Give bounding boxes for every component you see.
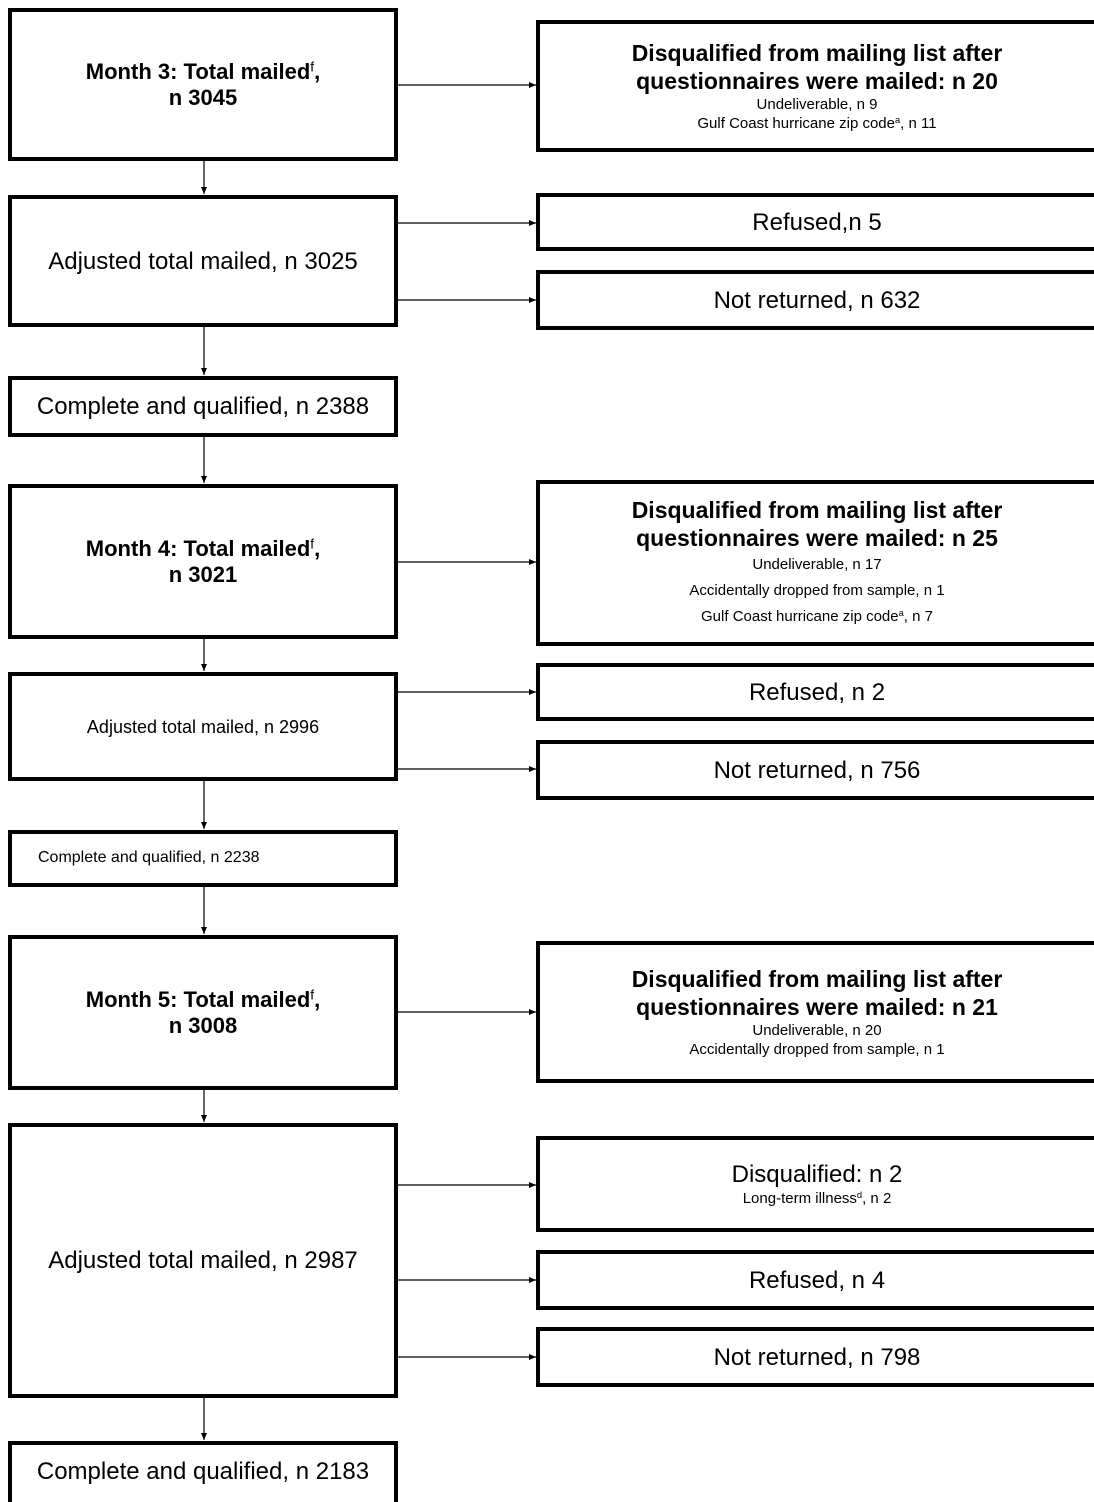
month5-refused-label: Refused, n 4 [748, 1266, 886, 1294]
month5-adjusted-label: Adjusted total mailed, n 2987 [48, 1247, 358, 1274]
month5-disq-title-2: questionnaires were mailed: n 21 [636, 994, 998, 1020]
month4-notreturned-box: Not returned, n 756 [536, 740, 1094, 800]
month4-adjusted-box: Adjusted total mailed, n 2996 [8, 672, 398, 781]
month3-total-label: Month 3: Total mailedf, n 3045 [85, 58, 321, 110]
month3-disq-undeliverable: Undeliverable, n 9 [756, 96, 878, 113]
month3-refused-label: Refused,n 5 [752, 208, 882, 236]
month3-refused-box: Refused,n 5 [536, 193, 1094, 251]
month4-total-box: Month 4: Total mailedf, n 3021 [8, 484, 398, 639]
month3-adjusted-box: Adjusted total mailed, n 3025 [8, 195, 398, 327]
month3-disqualified-box: Disqualified from mailing list after que… [536, 20, 1094, 152]
month5-adjusted-box: Adjusted total mailed, n 2987 [8, 1123, 398, 1398]
month3-disq-title-2: questionnaires were mailed: n 20 [636, 68, 998, 94]
month4-disq-undeliverable: Undeliverable, n 17 [752, 556, 882, 573]
month5-total-label: Month 5: Total mailedf, n 3008 [85, 986, 321, 1038]
month5-disqualified-illness: Long-term illnessd, n 2 [742, 1189, 892, 1207]
month4-adjusted-label: Adjusted total mailed, n 2996 [86, 716, 320, 737]
month4-refused-box: Refused, n 2 [536, 663, 1094, 721]
month5-notreturned-box: Not returned, n 798 [536, 1327, 1094, 1387]
month5-disqualified-box: Disqualified from mailing list after que… [536, 941, 1094, 1083]
month4-complete-label: Complete and qualified, n 2238 [38, 849, 260, 866]
month3-adjusted-label: Adjusted total mailed, n 3025 [48, 247, 358, 275]
month5-disqualified-title: Disqualified: n 2 [731, 1161, 903, 1188]
month5-refused-box: Refused, n 4 [536, 1250, 1094, 1310]
month5-disqualified-n-box: Disqualified: n 2 Long-term illnessd, n … [536, 1136, 1094, 1232]
month3-disq-hurricane: Gulf Coast hurricane zip codea, n 11 [697, 114, 937, 132]
month5-disq-title-1: Disqualified from mailing list after [631, 966, 1003, 992]
month5-complete-box: Complete and qualified, n 2183 [8, 1441, 398, 1502]
month4-complete-box: Complete and qualified, n 2238 [8, 830, 398, 887]
month3-total-box: Month 3: Total mailedf, n 3045 [8, 8, 398, 161]
month5-disq-undeliverable: Undeliverable, n 20 [752, 1022, 882, 1039]
month3-disq-title-1: Disqualified from mailing list after [631, 40, 1003, 66]
month4-refused-label: Refused, n 2 [748, 678, 886, 706]
month5-total-box: Month 5: Total mailedf, n 3008 [8, 935, 398, 1090]
month5-notreturned-label: Not returned, n 798 [713, 1343, 921, 1371]
month4-disq-title-2: questionnaires were mailed: n 25 [636, 525, 998, 551]
month4-notreturned-label: Not returned, n 756 [713, 756, 921, 784]
month3-notreturned-box: Not returned, n 632 [536, 270, 1094, 330]
month4-disq-dropped: Accidentally dropped from sample, n 1 [689, 582, 945, 599]
month4-disqualified-box: Disqualified from mailing list after que… [536, 480, 1094, 646]
month5-complete-label: Complete and qualified, n 2183 [36, 1458, 370, 1485]
month4-total-label: Month 4: Total mailedf, n 3021 [85, 535, 321, 587]
month3-notreturned-label: Not returned, n 632 [713, 286, 921, 314]
month3-complete-label: Complete and qualified, n 2388 [36, 393, 370, 420]
month4-disq-hurricane: Gulf Coast hurricane zip codea, n 7 [701, 607, 933, 625]
month3-complete-box: Complete and qualified, n 2388 [8, 376, 398, 437]
month4-disq-title-1: Disqualified from mailing list after [631, 497, 1003, 523]
month5-disq-dropped: Accidentally dropped from sample, n 1 [689, 1041, 945, 1058]
